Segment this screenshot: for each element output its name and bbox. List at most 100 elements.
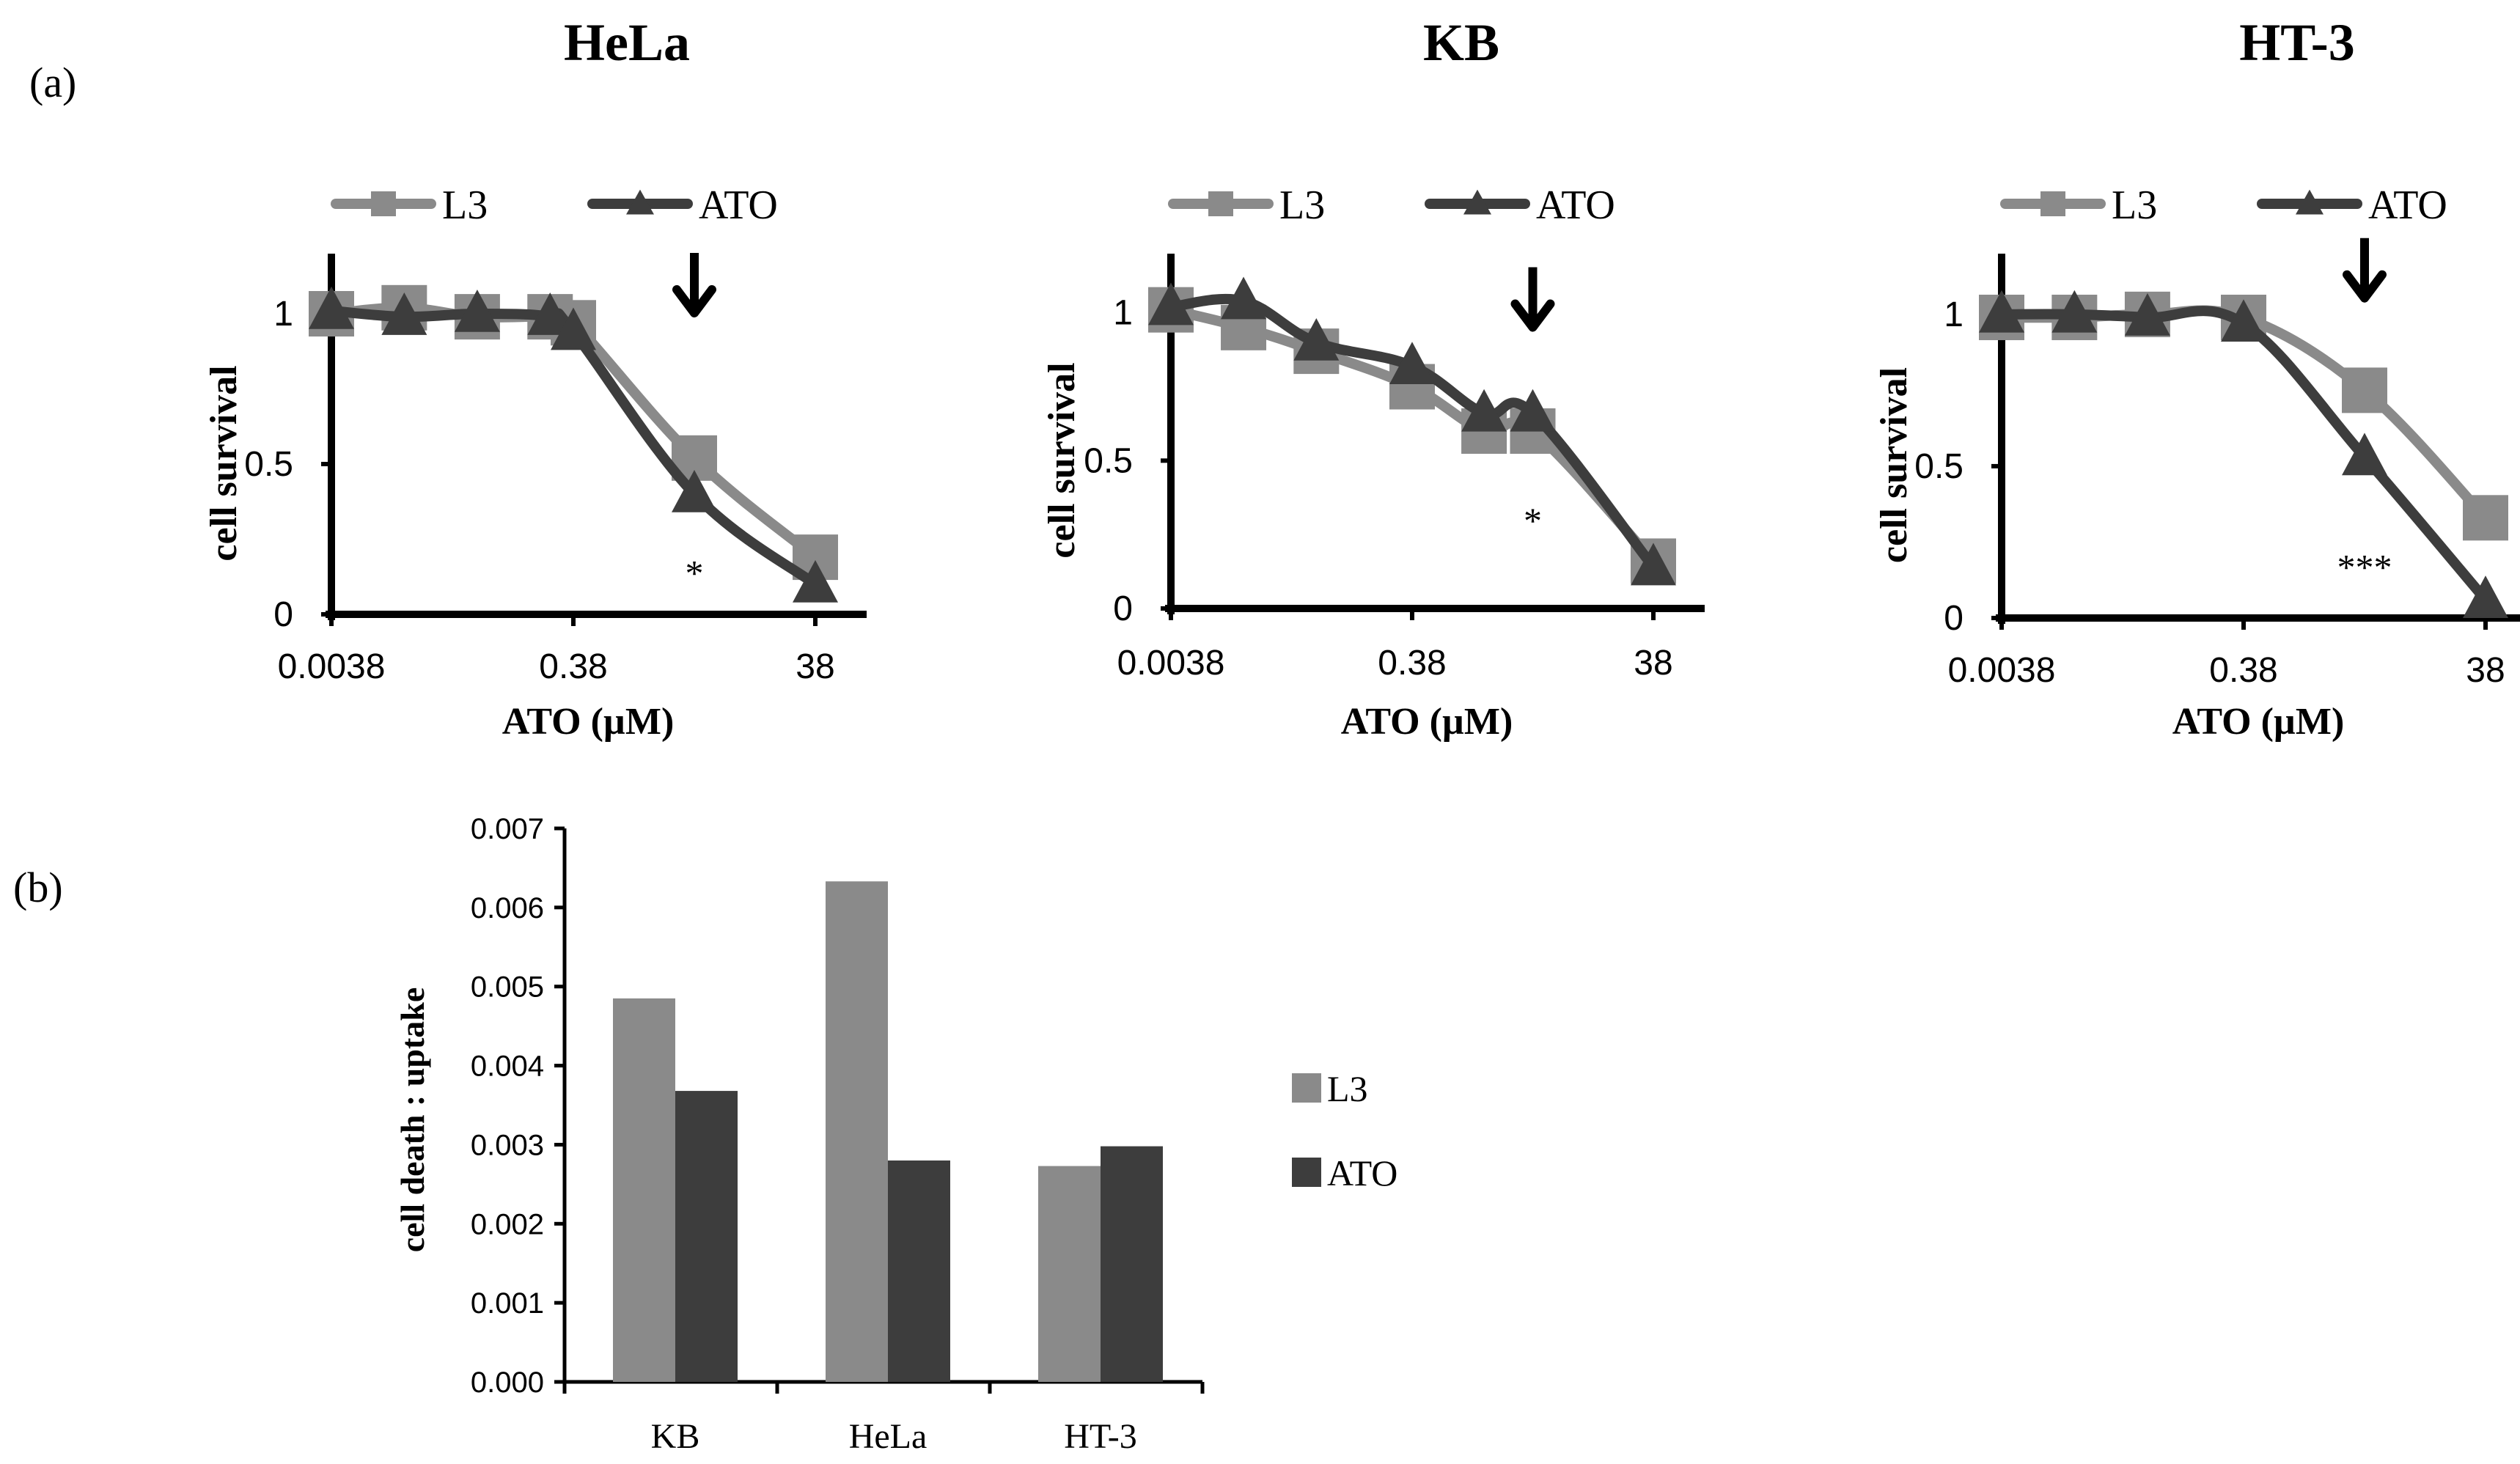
y-tick-label: 0.000 — [471, 1366, 544, 1399]
category-label: HT-3 — [1064, 1417, 1137, 1456]
y-axis-label: cell death : uptake — [394, 987, 431, 1253]
legend-swatch-ato — [1292, 1158, 1321, 1187]
panel-b-label: (b) — [13, 864, 63, 911]
data-point — [2221, 299, 2266, 342]
legend-label-ato: ATO — [699, 183, 778, 228]
y-axis-label: cell survival — [1873, 367, 1915, 563]
y-tick-label: 0.001 — [471, 1287, 544, 1320]
y-tick-label: 0.003 — [471, 1129, 544, 1161]
y-tick-label: 0 — [1113, 589, 1133, 628]
data-point — [1293, 317, 1340, 361]
charts: HeLa L3 ATO 0 0.5 1 0.0038 0.38 38 ATO (µM) cell s… — [203, 13, 2520, 1456]
survival-chart-ht-3: HT-3 L3 ATO 0 0.5 1 0.0038 0.38 38 ATO (µM) cell s… — [1873, 13, 2520, 743]
series-line — [1996, 306, 2491, 606]
y-axis-label: cell survival — [203, 365, 245, 561]
legend-label-l3: L3 — [1327, 1068, 1368, 1109]
data-point — [381, 293, 427, 335]
x-tick-label: 0.0038 — [1948, 651, 2056, 690]
x-axis-label: ATO (µM) — [502, 701, 675, 743]
y-tick-label: 0 — [1944, 599, 1964, 638]
bar-legend: L3 ATO — [1292, 1068, 1397, 1193]
legend-label-l3: L3 — [1279, 183, 1325, 228]
legend-marker-ato — [626, 189, 654, 215]
legend: L3 ATO — [331, 183, 778, 228]
series-ato — [1148, 276, 1676, 586]
series-l3 — [1148, 287, 1676, 584]
data-point — [527, 293, 573, 335]
x-tick-label: 0.38 — [1378, 644, 1446, 683]
legend-label-ato: ATO — [1327, 1152, 1397, 1193]
data-point — [793, 559, 838, 603]
significance-marker: *** — [2337, 546, 2392, 587]
y-tick-label: 1 — [273, 295, 293, 334]
x-tick-label: 0.38 — [2209, 651, 2277, 690]
data-point — [1631, 542, 1676, 586]
legend-marker-l3 — [1208, 191, 1233, 216]
y-tick-label: 0.007 — [471, 813, 544, 845]
data-point — [2463, 495, 2508, 541]
category-label: HeLa — [849, 1417, 927, 1456]
chart-title: HeLa — [564, 13, 690, 72]
data-point — [1148, 282, 1194, 325]
data-point — [2051, 290, 2098, 333]
legend-swatch-l3 — [1292, 1073, 1321, 1103]
x-tick-label: 0.0038 — [1117, 644, 1225, 683]
arrow-annotation — [1510, 267, 1555, 332]
y-axis-label: cell survival — [1041, 362, 1083, 558]
series-ato — [309, 286, 838, 603]
legend-label-l3: L3 — [442, 183, 488, 228]
bar-ato-ht-3 — [1101, 1146, 1163, 1382]
x-axis-label: ATO (µM) — [1341, 701, 1513, 743]
legend: L3 ATO — [1168, 183, 1615, 228]
survival-chart-hela: HeLa L3 ATO 0 0.5 1 0.0038 0.38 38 ATO (µM) cell s… — [203, 13, 867, 743]
data-point — [2342, 433, 2387, 476]
data-point — [2342, 367, 2387, 413]
legend-marker-l3 — [371, 191, 396, 216]
data-point — [672, 469, 717, 512]
data-point — [2463, 575, 2508, 618]
significance-marker: * — [686, 553, 704, 594]
data-point — [1461, 389, 1507, 432]
y-tick-label: 0.006 — [471, 892, 544, 924]
chart-title: HT-3 — [2239, 13, 2354, 72]
y-tick-label: 1 — [1944, 295, 1964, 334]
y-tick-label: 0.5 — [1084, 441, 1133, 480]
bar-ato-kb — [675, 1091, 738, 1382]
series-line — [326, 305, 820, 589]
legend-label-ato: ATO — [2368, 183, 2447, 228]
survival-chart-kb: KB L3 ATO 0 0.5 1 0.0038 0.38 38 ATO (µM) cell sur… — [1041, 13, 1705, 743]
bar-ato-hela — [888, 1160, 950, 1382]
data-point — [309, 286, 354, 329]
arrow-annotation — [672, 253, 716, 317]
y-tick-label: 0.005 — [471, 971, 544, 1004]
legend: L3 ATO — [2000, 183, 2447, 228]
legend-marker-l3 — [2040, 191, 2065, 216]
y-tick-label: 0.004 — [471, 1051, 544, 1083]
arrow-head — [672, 285, 716, 317]
legend-label-l3: L3 — [2112, 183, 2157, 228]
x-tick-label: 38 — [2466, 651, 2505, 690]
data-point — [2124, 293, 2170, 336]
panel-a-label: (a) — [29, 59, 76, 106]
data-point — [1221, 276, 1267, 320]
legend-marker-ato — [1463, 189, 1491, 215]
chart-title: KB — [1423, 13, 1499, 72]
bar-l3-kb — [613, 998, 675, 1382]
y-tick-label: 1 — [1113, 294, 1133, 333]
significance-marker: * — [1524, 500, 1542, 541]
data-point — [1979, 290, 2024, 333]
series-ato — [1979, 290, 2508, 618]
x-tick-label: 0.38 — [539, 647, 607, 686]
bar-l3-ht-3 — [1038, 1166, 1101, 1382]
x-tick-label: 38 — [1634, 644, 1672, 683]
category-label: KB — [651, 1417, 700, 1456]
y-tick-label: 0 — [273, 595, 293, 634]
bar-l3-hela — [826, 881, 888, 1382]
y-tick-label: 0.5 — [244, 445, 293, 484]
x-tick-label: 0.0038 — [278, 647, 386, 686]
arrow-head — [2343, 270, 2387, 303]
y-tick-label: 0.5 — [1914, 447, 1964, 486]
data-point — [1510, 389, 1556, 432]
uptake-bar-chart: 0.000 0.001 0.002 0.003 0.004 0.005 0.006 0.007… — [394, 813, 1397, 1456]
